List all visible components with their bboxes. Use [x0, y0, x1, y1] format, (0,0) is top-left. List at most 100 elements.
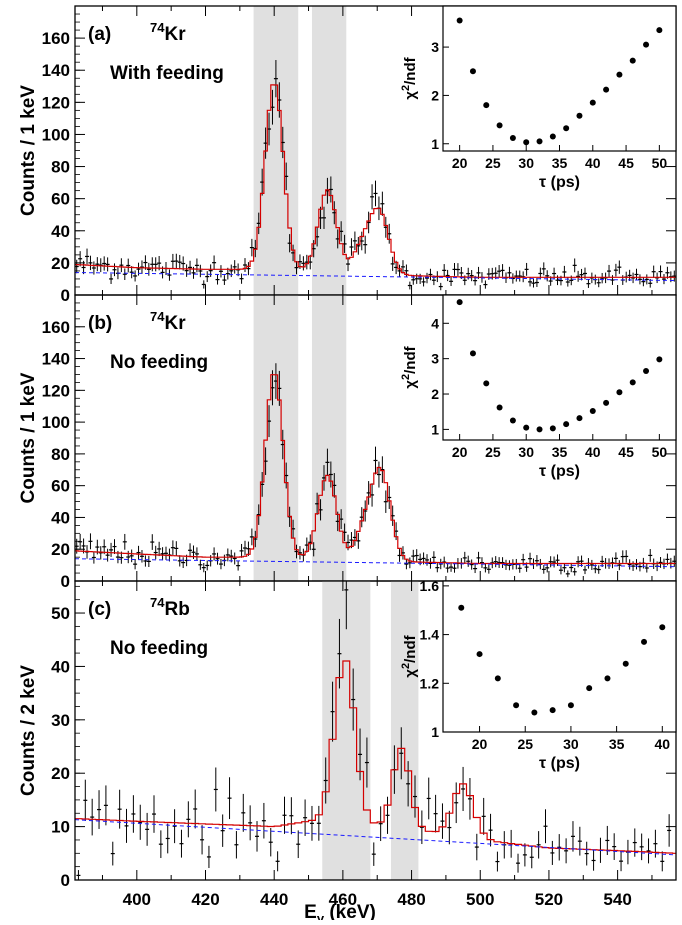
y-tick-label: 140 — [42, 61, 70, 80]
x-axis-label-part: E — [304, 902, 317, 920]
inset-point — [567, 702, 574, 709]
gate-band-1 — [253, 6, 299, 295]
y-tick-label: 40 — [51, 222, 70, 241]
inset-point — [603, 399, 610, 406]
inset-point — [496, 404, 503, 411]
inset-y-label: χ2/ndf — [400, 56, 419, 99]
x-tick-label: 500 — [466, 890, 494, 909]
inset-x-tick-label: 30 — [518, 155, 534, 171]
inset-x-label: τ (ps) — [539, 755, 580, 772]
x-axis-label-part: γ — [317, 911, 325, 920]
inset-y-label: χ2/ndf — [400, 345, 419, 388]
y-axis-label: Counts / 1 keV — [18, 85, 39, 216]
y-tick-label: 10 — [51, 818, 70, 837]
inset-point — [458, 604, 465, 611]
inset-x-tick-label: 45 — [618, 444, 634, 460]
inset-frame — [442, 294, 677, 441]
inset-frame — [442, 580, 677, 733]
y-tick-label: 20 — [51, 540, 70, 559]
x-axis-label-part: (keV) — [324, 902, 376, 920]
inset-point — [604, 675, 611, 682]
inset-point — [563, 421, 570, 428]
y-axis-label: Counts / 2 keV — [18, 665, 39, 796]
inset-point — [456, 299, 463, 306]
inset-point — [469, 350, 476, 357]
inset-y-label-part: χ — [402, 91, 419, 100]
nucleus-symbol: Kr — [164, 313, 186, 334]
inset-point — [494, 675, 501, 682]
y-tick-label: 120 — [42, 381, 70, 400]
inset-point — [563, 125, 570, 132]
inset-y-tick-label: 1.2 — [420, 675, 440, 691]
inset-y-tick-label: 2 — [431, 386, 439, 402]
inset-point — [616, 389, 623, 396]
x-axis-label: Eγ (keV) — [304, 902, 376, 920]
nucleus-label: 74Kr — [150, 309, 186, 334]
inset-y-label-part: /ndf — [402, 56, 419, 84]
inset-point — [656, 27, 663, 34]
inset-x-label: τ (ps) — [539, 463, 580, 480]
inset-point — [549, 133, 556, 140]
panel-3: 0 10 20 30 40 50 400 420 440 460 480 500 520 540 Count… — [18, 578, 677, 909]
inset-x-tick-label: 35 — [552, 155, 568, 171]
inset-x-tick-label: 25 — [517, 736, 533, 752]
inset-point — [589, 408, 596, 414]
inset-point — [629, 379, 636, 386]
inset-point — [549, 425, 556, 432]
nucleus-symbol: Rb — [164, 599, 189, 620]
panel-subtitle: No feeding — [110, 638, 208, 659]
inset-point — [509, 417, 516, 424]
inset-point — [603, 86, 610, 93]
y-tick-label: 20 — [51, 764, 70, 783]
inset-point — [586, 685, 593, 692]
inset-point — [576, 112, 583, 119]
y-tick-label: 50 — [51, 604, 70, 623]
inset-x-tick-label: 40 — [585, 444, 601, 460]
inset-point — [476, 651, 483, 658]
y-tick-label: 100 — [42, 413, 70, 432]
inset-x-tick-label: 45 — [618, 155, 634, 171]
y-tick-label: 160 — [42, 318, 70, 337]
panel-label: (a) — [88, 24, 111, 45]
inset-x-tick-label: 30 — [518, 444, 534, 460]
fit-curve — [75, 660, 676, 854]
inset-x-tick-label: 40 — [585, 155, 601, 171]
inset-point — [513, 702, 520, 709]
inset-y-tick-label: 4 — [431, 315, 439, 331]
panel-label: (c) — [88, 599, 111, 620]
inset-point — [589, 99, 596, 106]
background-line — [74, 558, 677, 568]
inset-y-label-part: χ — [402, 380, 419, 389]
nucleus-symbol: Kr — [164, 24, 186, 45]
inset-point — [536, 426, 543, 433]
inset-x-tick-label: 35 — [552, 444, 568, 460]
inset-x-tick-label: 20 — [452, 155, 468, 171]
inset-x-tick-label: 25 — [485, 155, 501, 171]
inset-point — [576, 415, 583, 422]
inset-point — [616, 71, 623, 78]
inset-x-tick-label: 20 — [472, 736, 488, 752]
panel-subtitle: No feeding — [110, 352, 208, 373]
y-axis-label: Counts / 1 keV — [18, 372, 39, 503]
nucleus-label: 74Kr — [150, 20, 186, 45]
x-tick-label: 440 — [260, 890, 288, 909]
inset-y-tick-label: 1.4 — [420, 627, 440, 643]
inset-point — [641, 638, 648, 645]
inset-point — [659, 624, 666, 631]
inset-point — [483, 380, 490, 387]
panel-label: (b) — [88, 313, 112, 334]
y-tick-label: 100 — [42, 125, 70, 144]
inset-y-tick-label: 2 — [431, 87, 439, 103]
gate-band-2 — [311, 295, 347, 581]
gate-band-1 — [253, 295, 299, 581]
inset-x-tick-label: 30 — [563, 736, 579, 752]
background-line — [74, 272, 677, 282]
y-tick-label: 40 — [51, 508, 70, 527]
y-tick-label: 0 — [61, 572, 70, 591]
inset-point — [483, 102, 490, 109]
inset-x-tick-label: 50 — [652, 155, 668, 171]
inset-x-tick-label: 35 — [609, 736, 625, 752]
inset-x-tick-label: 20 — [452, 444, 468, 460]
